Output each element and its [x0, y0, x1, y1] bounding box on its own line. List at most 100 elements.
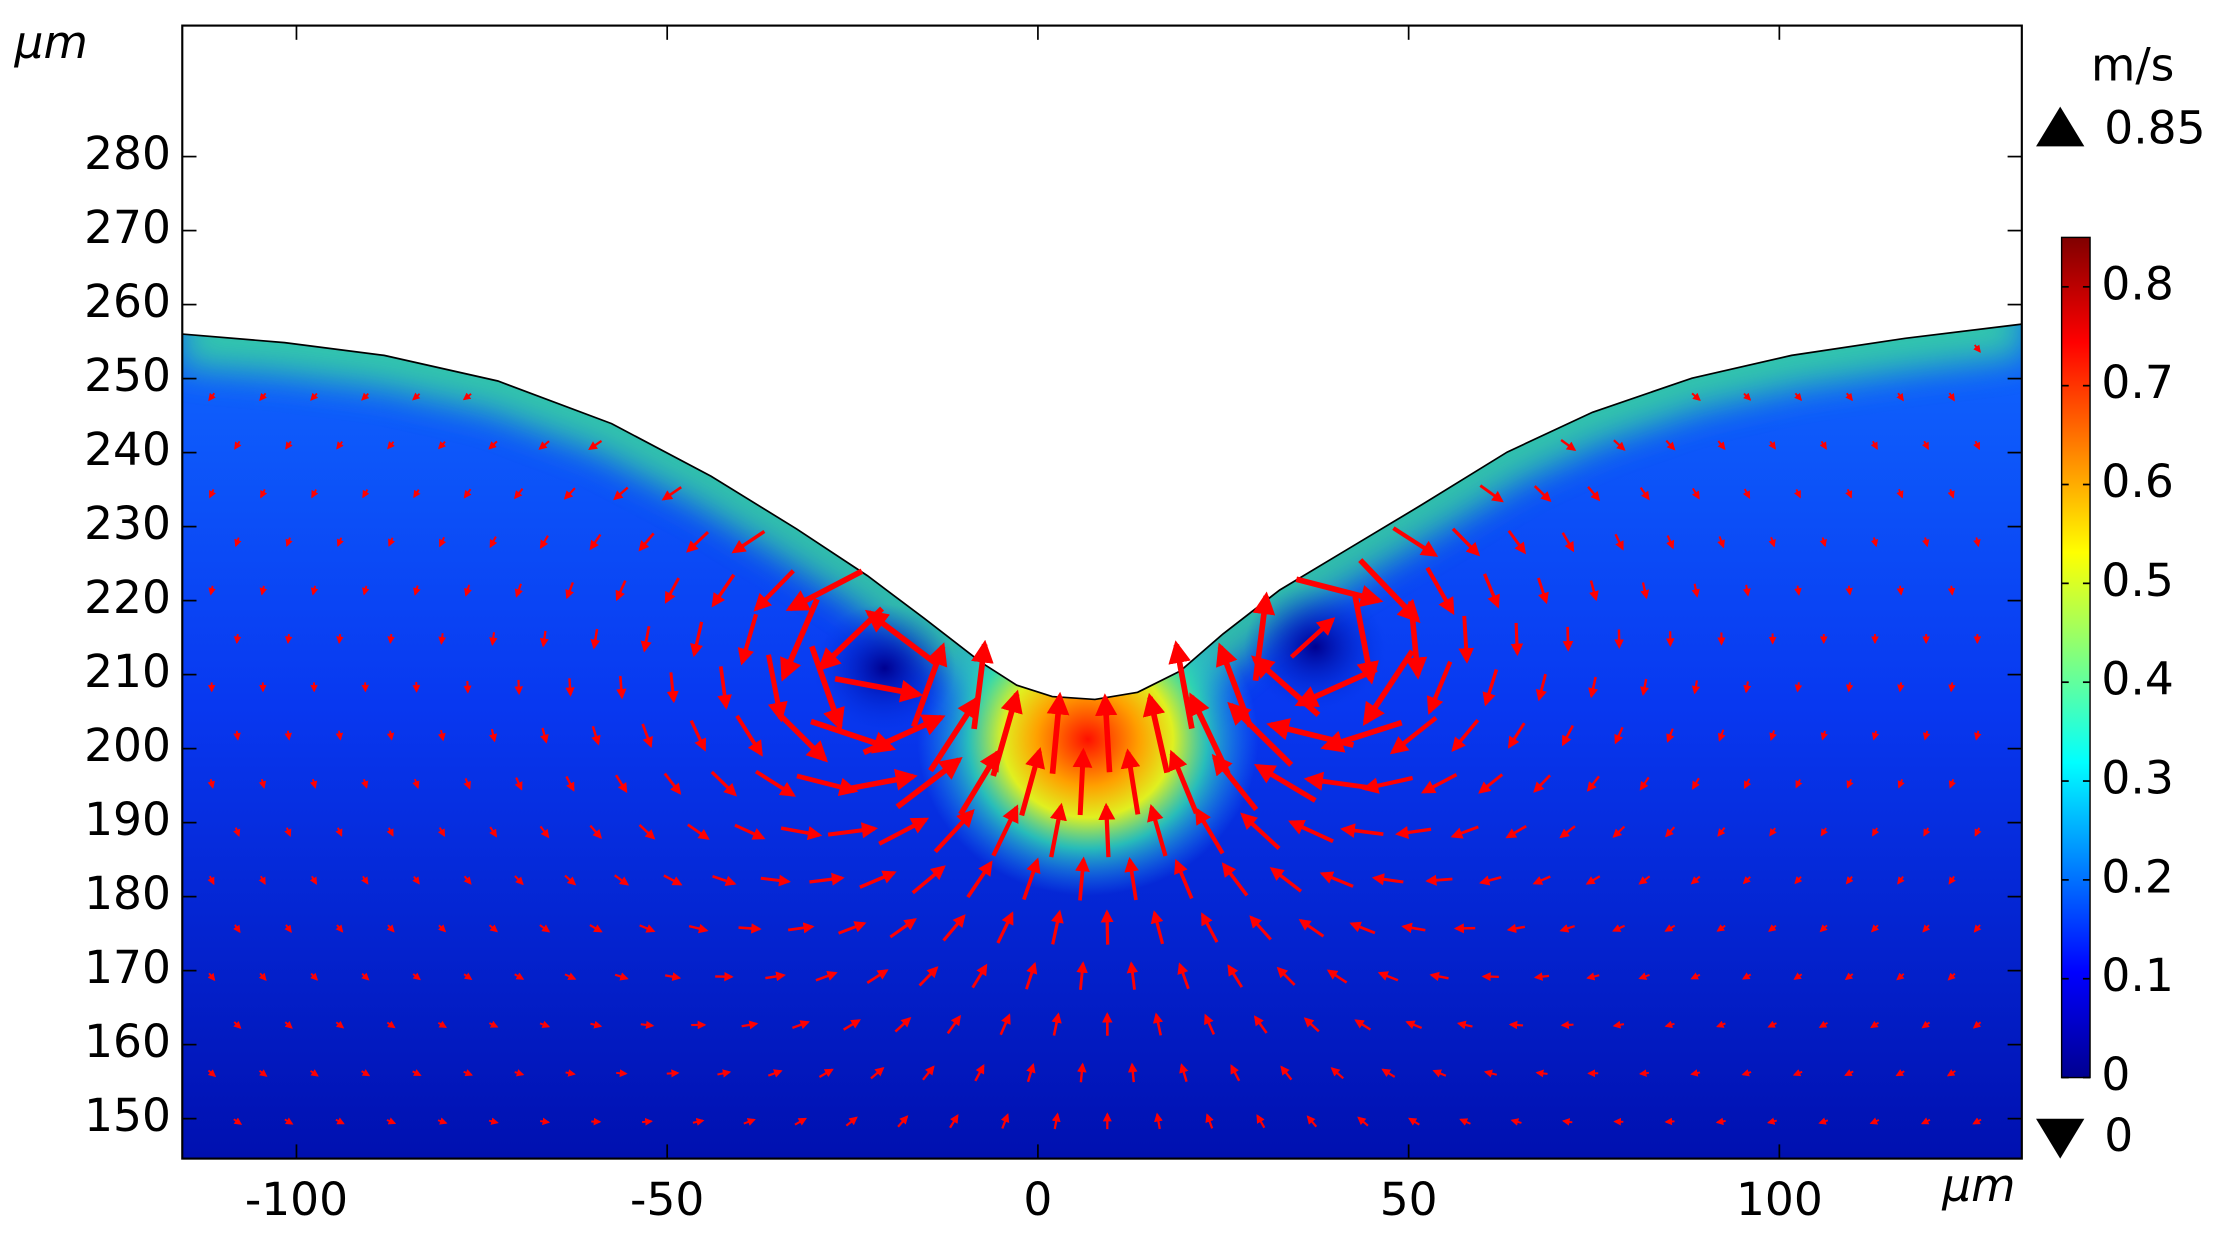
velocity-arrow [563, 487, 576, 500]
velocity-arrow [539, 630, 549, 648]
velocity-arrow [335, 924, 344, 933]
colorbar-tick-label: 0.1 [2101, 949, 2173, 1002]
velocity-arrow [539, 924, 551, 933]
velocity-arrow [1586, 775, 1600, 792]
velocity-arrow [463, 875, 472, 885]
velocity-arrow [1794, 876, 1803, 885]
x-tick-label: 50 [1380, 1173, 1438, 1226]
velocity-arrow [1429, 971, 1449, 982]
velocity-arrow [1432, 1069, 1447, 1078]
velocity-arrow [1896, 488, 1904, 499]
velocity-arrow [1973, 924, 1982, 933]
velocity-arrow [753, 569, 795, 612]
velocity-arrow [437, 1020, 447, 1028]
velocity-arrow [463, 488, 472, 499]
velocity-arrow [1588, 676, 1599, 699]
x-tick-label: -50 [630, 1173, 704, 1226]
velocity-arrow [1506, 923, 1526, 934]
velocity-arrow [1535, 1069, 1548, 1078]
velocity-arrow [1127, 1062, 1138, 1083]
velocity-arrow [1389, 716, 1438, 755]
velocity-arrow [589, 824, 602, 840]
velocity-arrow [641, 723, 653, 749]
velocity-arrow [1294, 666, 1378, 707]
velocity-arrow [1288, 820, 1334, 844]
velocity-arrow [1769, 730, 1777, 741]
velocity-arrow [233, 730, 241, 741]
colorbar-tick-label: 0.7 [2101, 356, 2173, 409]
velocity-arrow [1177, 962, 1190, 990]
velocity-arrow [1948, 682, 1956, 693]
velocity-arrow [1560, 1020, 1574, 1029]
y-tick-label: 260 [84, 275, 171, 328]
velocity-arrow [284, 924, 292, 933]
velocity-arrow [1923, 827, 1931, 837]
velocity-arrow [539, 535, 549, 550]
velocity-arrow [439, 536, 447, 548]
velocity-arrow [1742, 972, 1752, 980]
velocity-arrow [1046, 691, 1070, 774]
velocity-arrow [259, 392, 267, 402]
x-tick-label: 100 [1736, 1173, 1823, 1226]
velocity-arrow [1794, 392, 1803, 401]
velocity-arrow [1532, 875, 1551, 885]
min-marker [2036, 1118, 2085, 1159]
velocity-arrow [1425, 566, 1455, 616]
velocity-arrow [1289, 617, 1336, 659]
velocity-arrow [1639, 487, 1650, 501]
velocity-arrow [335, 1117, 345, 1125]
velocity-arrow [1664, 1020, 1675, 1029]
velocity-arrow [233, 924, 241, 934]
velocity-arrow [1425, 874, 1453, 886]
velocity-arrow [840, 768, 918, 793]
velocity-arrow [1973, 344, 1981, 353]
colorbar-min: 0 [2104, 1109, 2133, 1162]
velocity-arrow [1205, 1113, 1214, 1129]
y-tick-label: 180 [84, 867, 171, 920]
velocity-arrow [1973, 537, 1981, 548]
velocity-arrow [911, 865, 946, 895]
velocity-arrow [387, 441, 395, 450]
velocity-arrow [689, 719, 707, 752]
velocity-arrow [488, 728, 498, 743]
velocity-arrow [386, 1117, 397, 1125]
velocity-arrow [933, 809, 975, 854]
velocity-arrow [1352, 595, 1379, 685]
velocity-arrow [1638, 972, 1650, 980]
velocity-arrow [464, 584, 472, 597]
y-tick-label: 230 [84, 497, 171, 550]
velocity-arrow [260, 489, 268, 499]
velocity-arrow [1974, 827, 1982, 837]
velocity-arrow [463, 972, 473, 980]
velocity-arrow [234, 537, 242, 548]
velocity-arrow [1742, 488, 1751, 499]
velocity-arrow [1482, 669, 1499, 707]
velocity-arrow [743, 1118, 756, 1126]
velocity-arrow [336, 633, 344, 645]
velocity-arrow [1357, 1116, 1369, 1127]
velocity-arrow [1716, 1020, 1726, 1028]
velocity-arrow [309, 875, 318, 885]
velocity-arrow [1717, 440, 1726, 451]
velocity-arrows [207, 344, 1982, 1130]
velocity-arrow [590, 1020, 603, 1029]
y-tick-label: 190 [84, 793, 171, 846]
velocity-arrow [1420, 773, 1458, 794]
velocity-arrow [949, 1114, 959, 1129]
velocity-arrow [1249, 915, 1272, 941]
velocity-arrow [765, 971, 786, 982]
velocity-arrow [1767, 1117, 1777, 1125]
velocity-arrow [335, 730, 344, 741]
velocity-arrow [1559, 825, 1576, 839]
velocity-arrow [362, 489, 370, 499]
velocity-arrow [1690, 875, 1701, 885]
velocity-arrow [1269, 867, 1303, 893]
velocity-arrow [958, 748, 1001, 816]
velocity-arrow [1204, 1013, 1216, 1035]
velocity-arrow [412, 392, 421, 401]
colorbar-tick-label: 0.4 [2101, 653, 2173, 706]
velocity-arrow [688, 923, 709, 934]
velocity-arrow [1612, 1020, 1625, 1029]
velocity-arrow [1051, 1012, 1062, 1036]
